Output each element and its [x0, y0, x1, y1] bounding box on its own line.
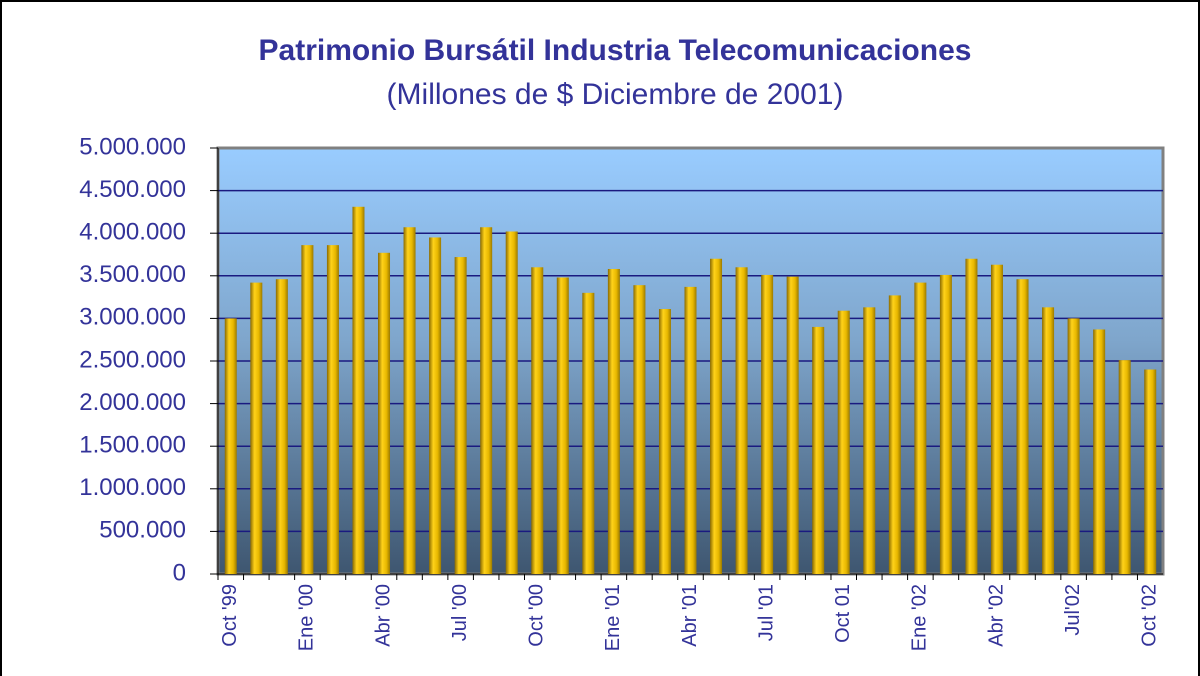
bar: [275, 279, 288, 574]
bar: [939, 274, 952, 574]
bar: [429, 237, 442, 574]
bar: [812, 326, 825, 574]
bar: [735, 267, 748, 574]
x-tick-label: Abr '00: [372, 584, 394, 647]
bar: [454, 257, 467, 574]
y-tick-label: 4.500.000: [79, 176, 186, 203]
bar: [786, 276, 799, 574]
bar: [326, 245, 339, 575]
y-tick-label: 2.000.000: [79, 389, 186, 416]
y-tick-label: 1.000.000: [79, 474, 186, 501]
bar: [633, 285, 646, 574]
x-tick-label: Ene '00: [296, 584, 318, 651]
bar: [1118, 360, 1131, 574]
y-tick-label: 1.500.000: [79, 432, 186, 459]
bar: [837, 310, 850, 574]
x-tick-label: Abr '02: [985, 584, 1007, 647]
bar: [301, 245, 314, 575]
x-tick-label: Abr '01: [679, 584, 701, 647]
bar: [658, 309, 671, 574]
bar: [403, 227, 416, 574]
x-tick-label: Oct '99: [219, 584, 241, 647]
bar: [250, 282, 263, 574]
bar: [531, 267, 544, 574]
x-tick-label: Ene '01: [602, 584, 624, 651]
bar: [710, 258, 723, 574]
x-tick-label: Jul '00: [449, 584, 471, 641]
bar: [761, 274, 774, 574]
chart-title: Patrimonio Bursátil Industria Telecomuni…: [259, 34, 972, 67]
bar: [965, 258, 978, 574]
bar: [914, 282, 927, 574]
x-tick-label: Ene '02: [909, 584, 931, 651]
bar: [888, 295, 901, 574]
bar: [990, 264, 1003, 574]
bar: [505, 231, 518, 574]
bar: [684, 286, 697, 574]
x-tick-label: Oct '00: [526, 584, 548, 647]
chart-subtitle: (Millones de $ Diciembre de 2001): [387, 78, 844, 111]
y-tick-label: 500.000: [99, 517, 186, 544]
x-tick-label: Oct 01: [832, 584, 854, 643]
bar: [480, 227, 493, 574]
bar: [1144, 369, 1157, 574]
x-tick-label: Jul '01: [755, 584, 777, 641]
y-tick-label: 3.000.000: [79, 304, 186, 331]
y-tick-label: 0: [173, 559, 186, 586]
bar: [582, 292, 595, 574]
y-tick-label: 5.000.000: [79, 133, 186, 160]
bar: [1093, 329, 1106, 574]
y-tick-label: 2.500.000: [79, 346, 186, 373]
x-tick-label: Oct '02: [1139, 584, 1161, 647]
bar: [1016, 279, 1029, 574]
bar: [556, 277, 569, 574]
bar: [352, 206, 365, 574]
bar: [378, 252, 391, 574]
x-tick-label: Jul'02: [1062, 584, 1084, 636]
bar: [863, 307, 876, 574]
bar: [607, 268, 620, 574]
y-tick-label: 4.000.000: [79, 219, 186, 246]
bar: [1067, 318, 1080, 574]
bar: [224, 318, 237, 574]
y-tick-label: 3.500.000: [79, 261, 186, 288]
bar: [1042, 307, 1055, 574]
